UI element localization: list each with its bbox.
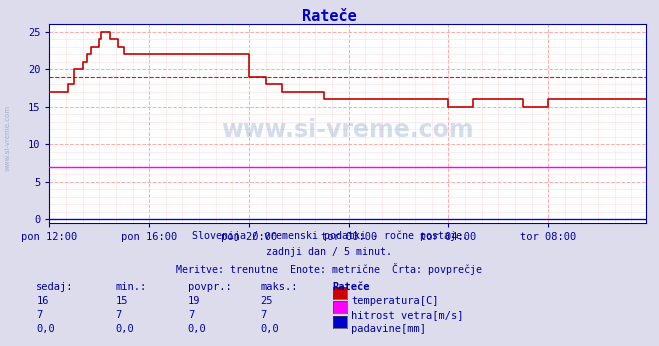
Text: hitrost vetra[m/s]: hitrost vetra[m/s] [351, 310, 464, 320]
Text: 7: 7 [260, 310, 266, 320]
Text: temperatura[C]: temperatura[C] [351, 296, 439, 306]
Text: min.:: min.: [115, 282, 146, 292]
Text: 0,0: 0,0 [188, 324, 206, 334]
Text: Rateče: Rateče [333, 282, 370, 292]
Text: 0,0: 0,0 [260, 324, 279, 334]
Text: 7: 7 [115, 310, 121, 320]
Text: sedaj:: sedaj: [36, 282, 74, 292]
Text: 7: 7 [36, 310, 42, 320]
Text: Slovenija / vremenski podatki - ročne postaje.: Slovenija / vremenski podatki - ročne po… [192, 230, 467, 240]
Text: 0,0: 0,0 [115, 324, 134, 334]
Text: 15: 15 [115, 296, 128, 306]
Text: 0,0: 0,0 [36, 324, 55, 334]
Text: 25: 25 [260, 296, 273, 306]
Text: www.si-vreme.com: www.si-vreme.com [221, 118, 474, 142]
Text: www.si-vreme.com: www.si-vreme.com [5, 105, 11, 172]
Text: maks.:: maks.: [260, 282, 298, 292]
Text: padavine[mm]: padavine[mm] [351, 324, 426, 334]
Text: Rateče: Rateče [302, 9, 357, 24]
Text: Meritve: trenutne  Enote: metrične  Črta: povprečje: Meritve: trenutne Enote: metrične Črta: … [177, 263, 482, 275]
Text: 19: 19 [188, 296, 200, 306]
Text: zadnji dan / 5 minut.: zadnji dan / 5 minut. [266, 247, 393, 257]
Text: povpr.:: povpr.: [188, 282, 231, 292]
Text: 16: 16 [36, 296, 49, 306]
Text: 7: 7 [188, 310, 194, 320]
